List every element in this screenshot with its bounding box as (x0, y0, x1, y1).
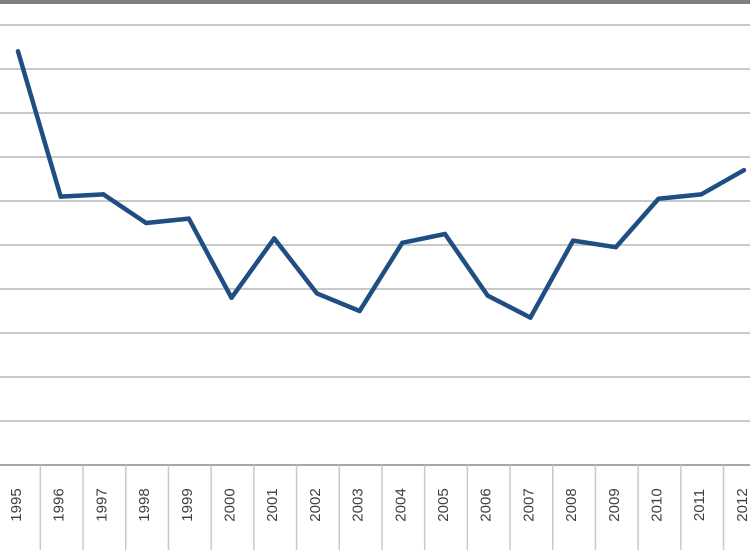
data-point (570, 238, 576, 243)
x-tick-label: 2009 (606, 488, 623, 521)
x-tick-label: 2001 (264, 488, 281, 521)
data-point (229, 295, 234, 300)
x-tick-label: 1996 (51, 488, 68, 521)
x-tick-label: 2004 (392, 488, 409, 521)
data-point (357, 308, 362, 314)
x-tick-label: 2002 (307, 488, 324, 521)
x-axis-ticks (39, 465, 725, 550)
data-point (143, 220, 149, 226)
x-tick-label: 2005 (435, 488, 452, 521)
x-tick-label: 2008 (563, 488, 580, 521)
data-point (58, 194, 63, 199)
x-tick-label: 2006 (478, 488, 495, 521)
x-tick-label: 2012 (734, 488, 750, 521)
x-tick-label: 2003 (350, 488, 367, 521)
series-layer (15, 49, 747, 320)
data-point (442, 231, 448, 237)
data-point (528, 315, 533, 320)
data-point (314, 291, 320, 296)
data-point (656, 196, 661, 201)
x-tick-label: 1995 (8, 488, 25, 521)
x-tick-label: 1998 (136, 488, 153, 521)
x-axis-tick-labels: 1995 1996 1997 1998 1999 2000 2001 2002 2003 2004… (8, 488, 750, 521)
data-point (101, 192, 106, 197)
data-point (186, 216, 191, 221)
data-point (485, 293, 490, 298)
data-point (272, 236, 277, 241)
gridlines (0, 24, 750, 422)
x-tick-label: 2000 (222, 488, 239, 521)
x-tick-label: 2011 (691, 489, 708, 521)
data-point (400, 240, 405, 245)
x-tick-label: 1997 (93, 488, 110, 521)
x-tick-label: 1999 (179, 488, 196, 521)
data-point (699, 192, 704, 197)
series-line (15, 49, 747, 320)
data-point (741, 168, 747, 173)
x-tick-label: 2007 (520, 488, 537, 521)
data-point (15, 49, 21, 54)
data-point (613, 245, 618, 250)
x-tick-label: 2010 (649, 488, 666, 521)
